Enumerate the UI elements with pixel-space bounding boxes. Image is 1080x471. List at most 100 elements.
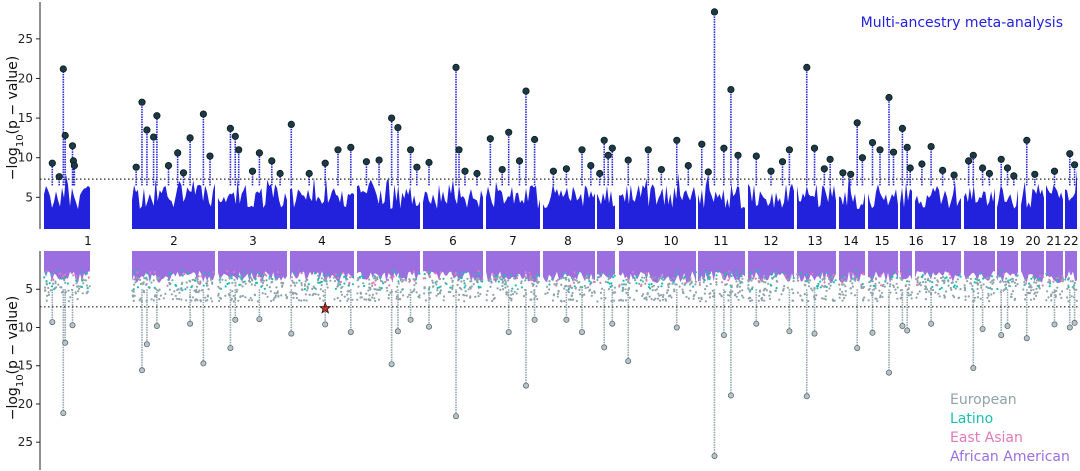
chromosome-label-22: 22 (1063, 234, 1078, 248)
top-lead-snp-point (138, 98, 146, 106)
chr3-top-mass (218, 178, 287, 229)
chr7-bottom-speckles (485, 271, 540, 303)
top-lead-snp-point (698, 140, 706, 148)
chr1-top-mass (44, 174, 90, 229)
chromosome-label-7: 7 (509, 234, 517, 248)
chr14-top-mass (839, 171, 865, 229)
top-lead-snp-point (61, 131, 69, 140)
chr2-top-mass (132, 178, 215, 229)
chr12-top-mass (748, 183, 794, 229)
top-lead-snp-point (530, 135, 539, 144)
chr12-bottom-mass (748, 251, 794, 283)
top-lead-snp-point (876, 146, 884, 154)
chr13-bottom-speckles (796, 271, 837, 303)
top-lead-snp-point (826, 155, 834, 163)
chr18-top-mass (964, 184, 995, 229)
top-lead-snp-point (276, 169, 284, 178)
chr8-bottom-speckles (544, 271, 596, 303)
top-lead-snp-point (608, 144, 616, 152)
bottom-lead-snp-point (288, 330, 295, 337)
bottom-lead-snp-point (256, 316, 263, 323)
top-lead-snp-point (1031, 170, 1039, 178)
chr6-bottom-speckles (422, 270, 484, 303)
top-lead-snp-point (752, 152, 760, 160)
top-lead-snp-point (321, 159, 329, 167)
top-lead-snp-point (394, 124, 402, 132)
bottom-lead-snp-point (720, 332, 727, 339)
top-lead-snp-point (226, 124, 234, 132)
top-lead-snp-point (362, 158, 370, 166)
bottom-y-tick-label: 5 (25, 282, 33, 296)
bottom-lead-snp-point (1023, 335, 1030, 342)
top-lead-snp-point (704, 168, 712, 176)
chr20-bottom-mass (1021, 251, 1044, 283)
chr2-bottom-mass (132, 251, 215, 283)
chr6-top-mass (423, 179, 483, 229)
chromosome-label-8: 8 (564, 234, 572, 248)
legend-european: European (950, 392, 1017, 408)
chromosome-label-15: 15 (874, 234, 889, 248)
top-lead-snp-point (578, 146, 586, 154)
bottom-panel-background (43, 251, 1078, 303)
top-lead-snp-point (727, 86, 735, 94)
top-y-tick-label: 25 (18, 32, 33, 46)
top-lead-snp-point (186, 134, 194, 142)
top-lead-snp-point (406, 146, 415, 154)
bottom-lead-snp-point (394, 328, 401, 335)
chr21-top-mass (1046, 184, 1063, 229)
bottom-lead-snp-point (227, 345, 234, 352)
chr3-bottom-speckles (217, 270, 288, 303)
top-lead-snp-point (810, 144, 819, 152)
top-lead-snp-point (918, 160, 926, 168)
bottom-y-tick-label: 20 (18, 397, 33, 411)
top-lead-snp-point (461, 167, 469, 175)
chr4-top-mass (290, 177, 354, 229)
bottom-lead-snp-point (869, 329, 876, 336)
top-lead-snp-point (889, 148, 898, 156)
chr12-bottom-speckles (747, 270, 795, 303)
top-lead-snp-point (387, 114, 396, 122)
bottom-lead-snp-point (625, 358, 632, 365)
chr5-bottom-mass (357, 251, 420, 283)
chromosome-label-9: 9 (616, 234, 624, 248)
bottom-lead-snp-point (563, 316, 570, 323)
chr17-bottom-speckles (915, 273, 962, 301)
chr13-top-mass (797, 184, 836, 229)
top-lead-snp-point (206, 152, 214, 160)
bottom-lead-snp-point (49, 319, 56, 326)
top-lead-snp-point (684, 162, 692, 170)
chromosome-label-12: 12 (763, 234, 778, 248)
bottom-lead-snp-point (786, 328, 793, 335)
top-lead-snp-point (778, 158, 787, 166)
top-lead-snp-point (657, 166, 666, 174)
chr17-top-mass (915, 181, 961, 229)
chromosome-label-10: 10 (663, 234, 678, 248)
chromosome-label-20: 20 (1025, 234, 1040, 248)
chr18-bottom-mass (964, 251, 995, 282)
chr7-top-mass (486, 181, 540, 229)
top-lead-snp-point (868, 139, 877, 147)
bottom-lead-snp-point (803, 393, 810, 400)
top-lead-snp-point (969, 151, 977, 159)
top-lead-snp-point (1010, 172, 1018, 180)
top-lead-snp-point (150, 133, 158, 141)
top-lead-snp-point (624, 156, 632, 164)
bottom-lead-snp-point (886, 369, 893, 376)
bottom-lead-snp-point (388, 361, 395, 368)
bottom-lead-snp-point (673, 324, 680, 331)
top-lead-snp-point (985, 169, 994, 178)
chr15-bottom-speckles (867, 270, 899, 303)
top-lead-snp-point (425, 158, 433, 167)
top-lead-snp-point (596, 169, 604, 178)
chart-title: Multi-ancestry meta-analysis (861, 15, 1063, 31)
top-lead-snp-point (885, 93, 893, 102)
top-lead-snp-point (600, 136, 608, 144)
top-lead-snp-point (452, 63, 460, 72)
chr22-top-mass (1065, 169, 1077, 229)
top-lead-snp-point (820, 165, 828, 173)
top-lead-snp-point (604, 151, 612, 159)
chr6-bottom-mass (423, 251, 483, 283)
top-lead-snp-point (734, 151, 742, 159)
top-y-tick-label: 20 (18, 71, 33, 85)
bottom-lead-snp-point (609, 320, 616, 327)
